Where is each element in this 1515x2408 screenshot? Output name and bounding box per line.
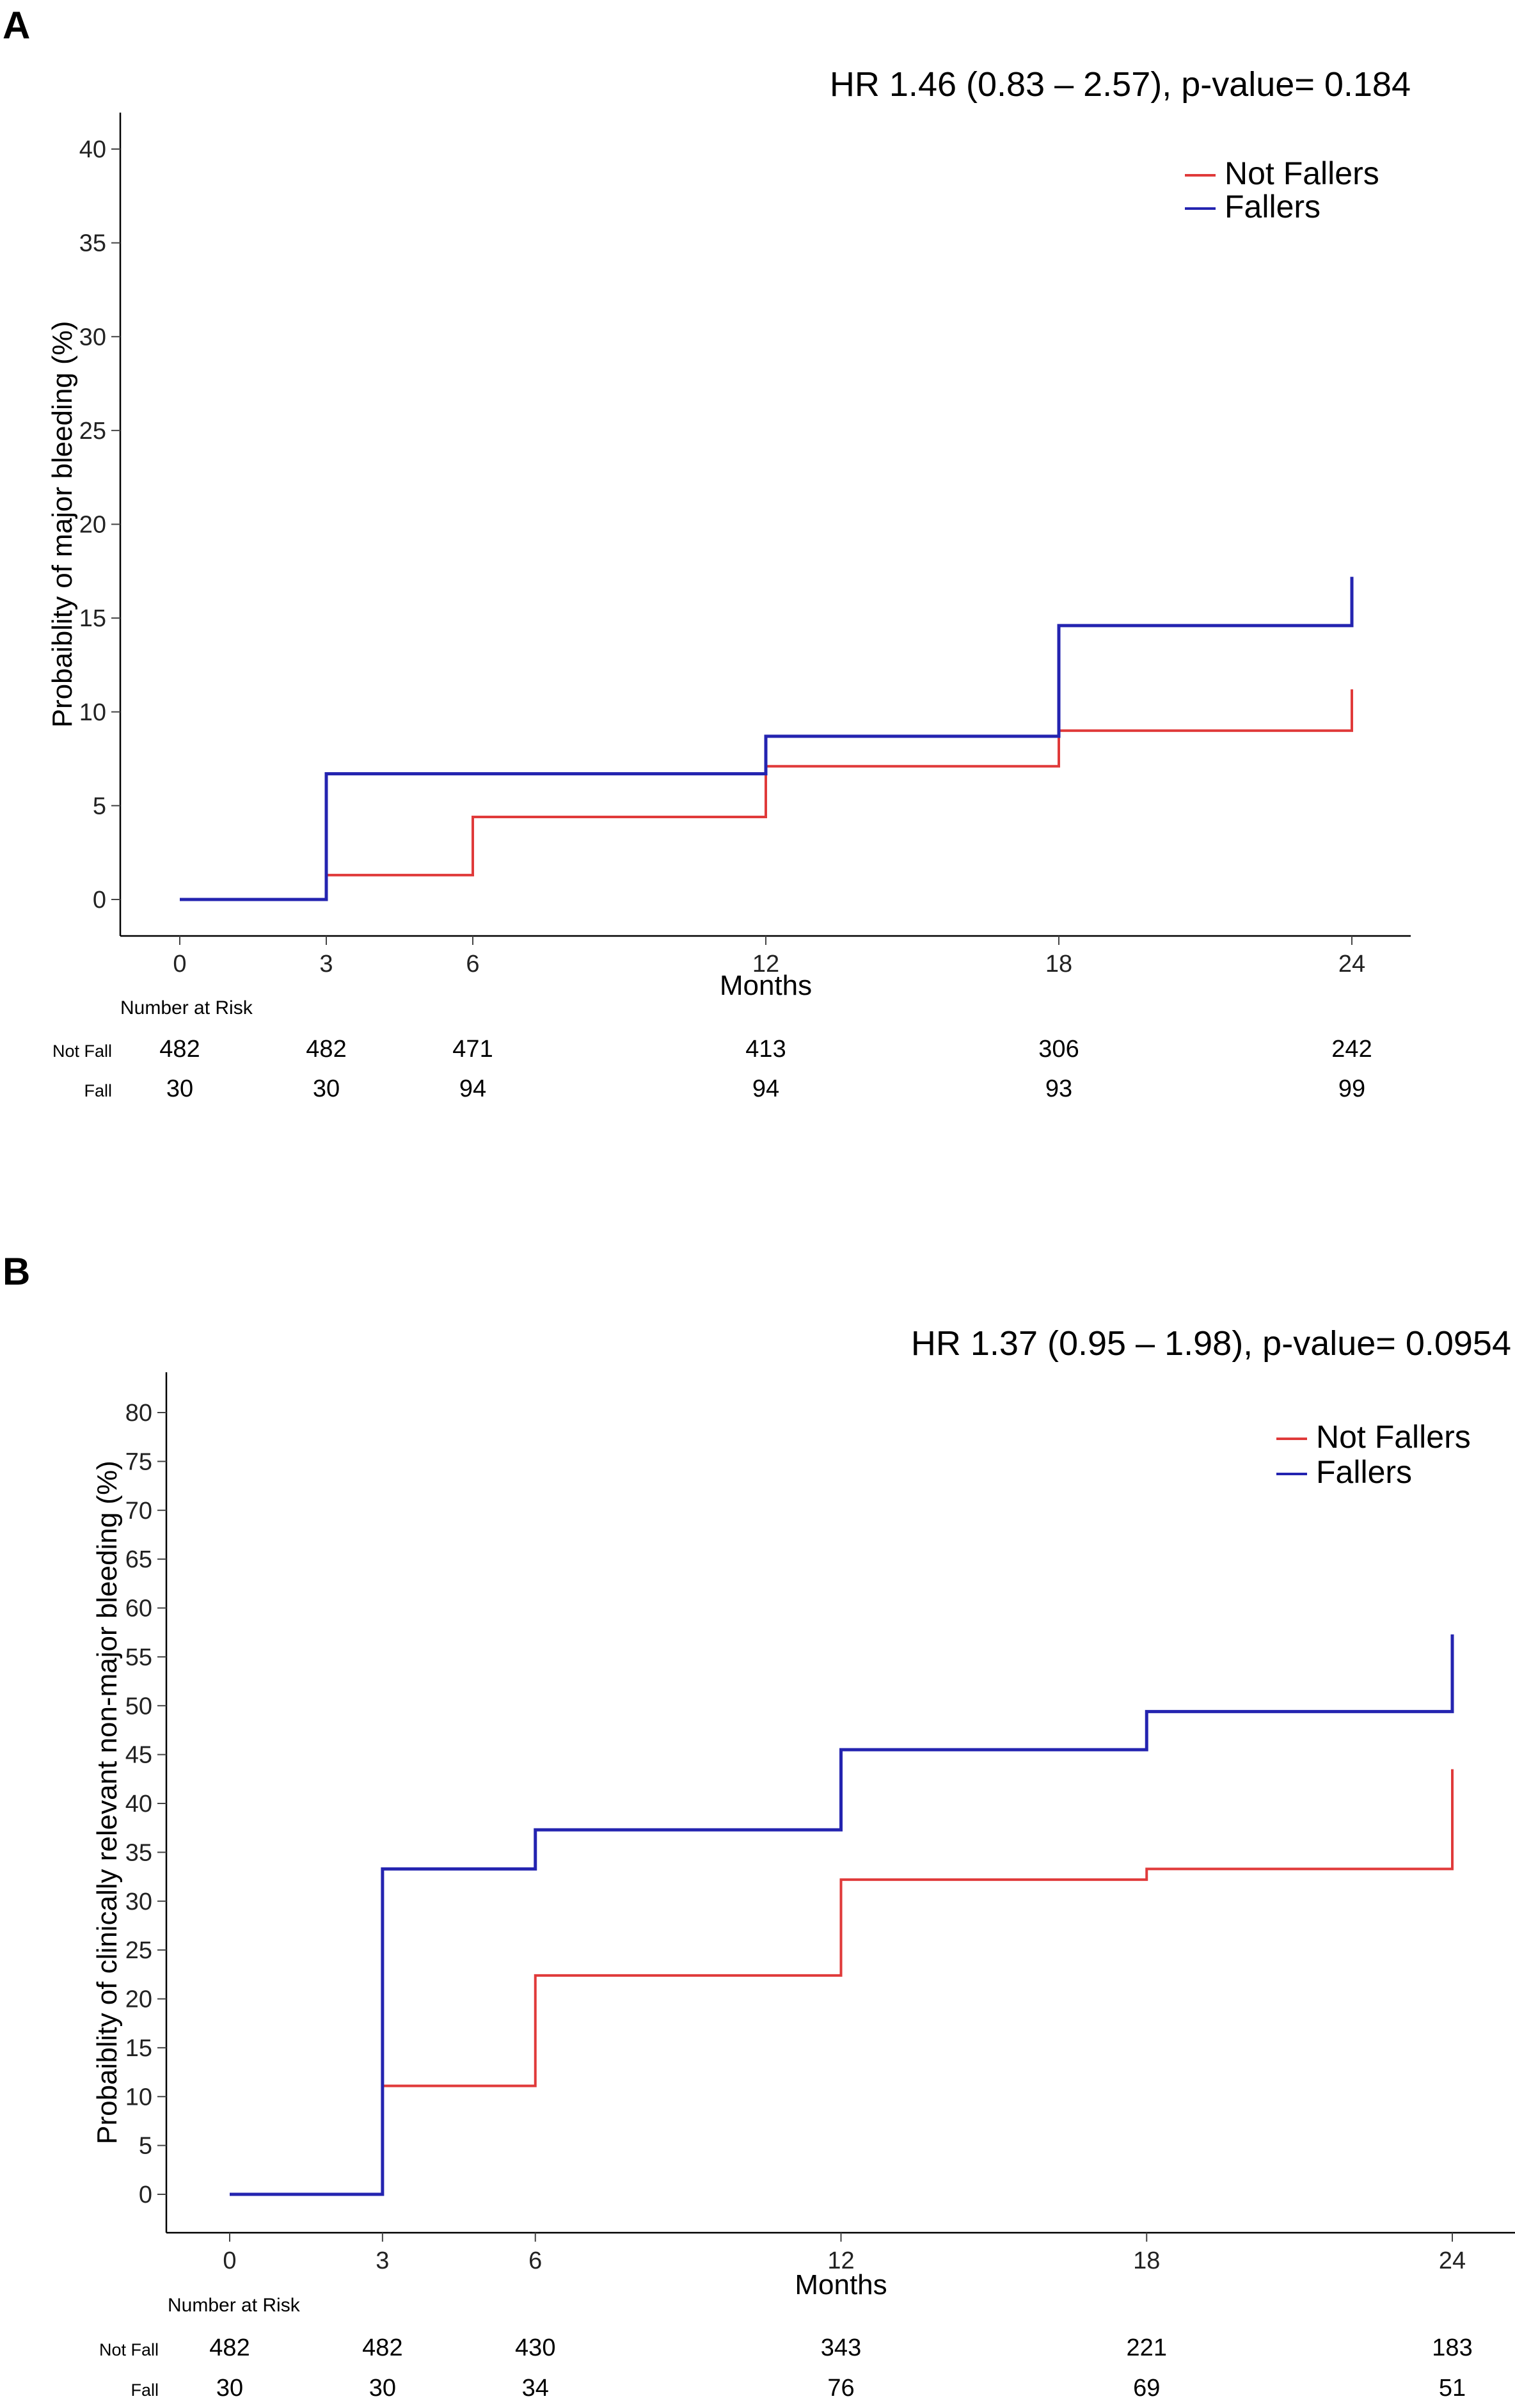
x-axis-title: Months: [795, 2269, 887, 2301]
x-tick-label: 24: [1439, 2247, 1466, 2274]
y-tick-label: 50: [125, 1693, 152, 1720]
risk-row-label: Fall: [131, 2380, 159, 2400]
y-tick-label: 40: [125, 1791, 152, 1818]
hazard-ratio-text: HR 1.37 (0.95 – 1.98), p-value= 0.0954: [911, 1324, 1511, 1363]
x-tick-label: 0: [173, 951, 186, 978]
y-tick-label: 70: [125, 1498, 152, 1525]
legend-label: Fallers: [1316, 1454, 1412, 1490]
panel-b: B HR 1.37 (0.95 – 1.98), p-value= 0.0954 0…: [3, 1250, 1515, 2402]
y-tick-label: 20: [125, 1986, 152, 2013]
y-tick-label: 5: [139, 2133, 152, 2160]
risk-value: 413: [745, 1036, 786, 1063]
y-tick-label: 25: [125, 1937, 152, 1964]
risk-value: 242: [1331, 1036, 1372, 1063]
risk-value: 30: [166, 1075, 193, 1102]
x-tick-label: 12: [752, 951, 779, 978]
y-tick-label: 15: [125, 2035, 152, 2062]
risk-value: 482: [362, 2334, 402, 2361]
y-tick-label: 15: [79, 605, 106, 632]
y-tick-label: 75: [125, 1448, 152, 1475]
y-axis-title: Probaiblity of major bleeding (%): [47, 321, 78, 728]
x-tick-label: 6: [528, 2247, 542, 2274]
y-tick-label: 0: [93, 887, 106, 914]
risk-value: 93: [1045, 1075, 1072, 1102]
y-tick-label: 55: [125, 1644, 152, 1671]
legend-label: Not Fallers: [1316, 1419, 1471, 1455]
y-tick-label: 30: [79, 324, 106, 351]
risk-value: 482: [306, 1036, 346, 1063]
x-tick-label: 0: [223, 2247, 236, 2274]
risk-table-header: Number at Risk: [120, 997, 253, 1018]
y-tick-label: 35: [79, 230, 106, 257]
y-tick-label: 5: [93, 793, 106, 820]
y-tick-label: 80: [125, 1400, 152, 1427]
risk-value: 482: [209, 2334, 250, 2361]
y-tick-label: 65: [125, 1546, 152, 1573]
risk-value: 76: [827, 2375, 854, 2402]
legend-label: Fallers: [1225, 189, 1321, 225]
y-tick-label: 0: [139, 2182, 152, 2208]
risk-value: 306: [1038, 1036, 1079, 1063]
y-axis-title: Probaiblity of clinically relevant non-m…: [91, 1461, 123, 2144]
risk-row-label: Not Fall: [99, 2340, 159, 2359]
risk-value: 343: [821, 2334, 861, 2361]
risk-row-label: Not Fall: [52, 1042, 112, 1061]
risk-value: 221: [1127, 2334, 1167, 2361]
risk-value: 430: [515, 2334, 555, 2361]
risk-value: 471: [452, 1036, 493, 1063]
risk-value: 51: [1439, 2375, 1466, 2402]
y-tick-label: 45: [125, 1742, 152, 1769]
x-tick-label: 18: [1133, 2247, 1160, 2274]
risk-value: 94: [459, 1075, 486, 1102]
y-tick-label: 30: [125, 1889, 152, 1915]
y-tick-label: 35: [125, 1839, 152, 1866]
risk-value: 30: [313, 1075, 340, 1102]
risk-value: 30: [369, 2375, 396, 2402]
series-line-fallers: [230, 1634, 1454, 2196]
risk-row-label: Fall: [84, 1081, 112, 1100]
y-tick-label: 40: [79, 136, 106, 163]
x-axis-title: Months: [720, 970, 812, 1001]
risk-value: 99: [1338, 1075, 1365, 1102]
risk-value: 30: [216, 2375, 243, 2402]
x-tick-label: 12: [827, 2247, 854, 2274]
x-tick-label: 3: [376, 2247, 389, 2274]
risk-value: 94: [752, 1075, 779, 1102]
y-tick-label: 10: [79, 699, 106, 726]
risk-value: 34: [522, 2375, 549, 2402]
y-tick-label: 20: [79, 512, 106, 539]
series-line-fallers: [180, 576, 1354, 901]
risk-value: 183: [1432, 2334, 1472, 2361]
risk-value: 69: [1133, 2375, 1160, 2402]
x-tick-label: 3: [319, 951, 333, 978]
x-tick-label: 24: [1338, 951, 1365, 978]
y-tick-label: 10: [125, 2084, 152, 2111]
risk-value: 482: [159, 1036, 200, 1063]
x-tick-label: 6: [466, 951, 479, 978]
y-tick-label: 60: [125, 1596, 152, 1622]
risk-table-header: Number at Risk: [168, 2295, 301, 2316]
panel-letter: A: [3, 4, 30, 47]
x-tick-label: 18: [1045, 951, 1072, 978]
y-tick-label: 25: [79, 418, 106, 445]
panel-letter: B: [3, 1250, 30, 1293]
hazard-ratio-text: HR 1.46 (0.83 – 2.57), p-value= 0.184: [830, 65, 1411, 104]
panel-a: A HR 1.46 (0.83 – 2.57), p-value= 0.184 0 5…: [3, 4, 1411, 1102]
legend-label: Not Fallers: [1225, 155, 1379, 191]
